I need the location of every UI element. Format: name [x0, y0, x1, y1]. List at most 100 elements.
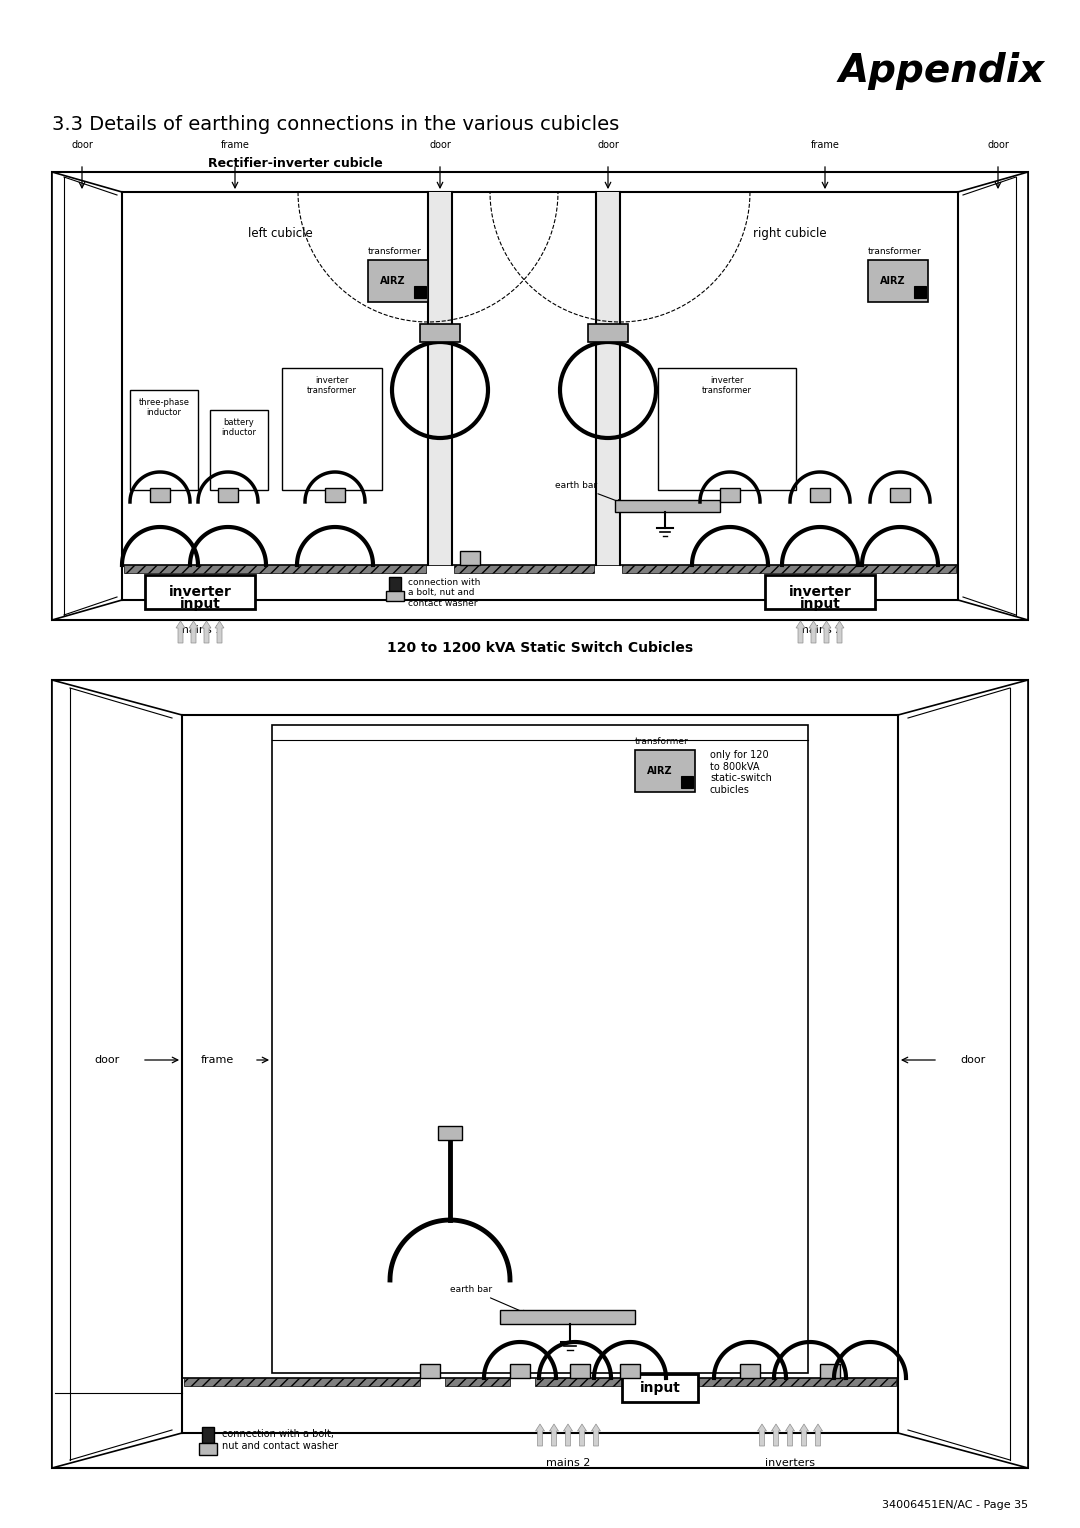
- FancyArrow shape: [550, 1424, 558, 1445]
- Bar: [420, 1365, 440, 1378]
- Text: only for 120
to 800kVA
static-switch
cubicles: only for 120 to 800kVA static-switch cub…: [710, 750, 772, 795]
- Text: earth bar: earth bar: [555, 481, 621, 503]
- Text: Rectifier-inverter cubicle: Rectifier-inverter cubicle: [207, 157, 382, 170]
- FancyArrow shape: [796, 620, 805, 643]
- Bar: [596, 193, 620, 565]
- Text: connection with a bolt,
nut and contact washer: connection with a bolt, nut and contact …: [222, 1429, 338, 1450]
- Text: right cubicle: right cubicle: [753, 228, 827, 240]
- Text: three-phase
inductor: three-phase inductor: [138, 397, 189, 417]
- Text: door: door: [597, 141, 619, 150]
- Bar: [389, 578, 401, 591]
- FancyArrow shape: [822, 620, 831, 643]
- Text: 34006451EN/AC - Page 35: 34006451EN/AC - Page 35: [882, 1500, 1028, 1510]
- Bar: [622, 565, 956, 573]
- Text: inverter
transformer: inverter transformer: [307, 376, 357, 396]
- Text: left cubicle: left cubicle: [247, 228, 312, 240]
- Text: input: input: [799, 597, 840, 611]
- Bar: [414, 286, 426, 298]
- Bar: [500, 1309, 635, 1323]
- Text: input: input: [179, 597, 220, 611]
- Bar: [820, 1365, 840, 1378]
- FancyArrow shape: [785, 1424, 795, 1445]
- Bar: [386, 591, 404, 601]
- Bar: [635, 750, 696, 792]
- Bar: [570, 1365, 590, 1378]
- FancyArrow shape: [835, 620, 843, 643]
- Text: transformer: transformer: [868, 248, 921, 257]
- Bar: [420, 324, 460, 342]
- Bar: [210, 410, 268, 490]
- Bar: [282, 368, 382, 490]
- Bar: [52, 173, 1028, 620]
- Text: mains 2: mains 2: [798, 625, 842, 636]
- FancyArrow shape: [202, 620, 211, 643]
- Text: door: door: [960, 1054, 986, 1065]
- Text: Appendix: Appendix: [839, 52, 1045, 90]
- Bar: [184, 1378, 420, 1386]
- Text: transformer: transformer: [368, 248, 422, 257]
- Bar: [510, 1365, 530, 1378]
- FancyArrow shape: [536, 1424, 544, 1445]
- Bar: [52, 680, 1028, 1468]
- Bar: [130, 390, 198, 490]
- Text: 120 to 1200 kVA Static Switch Cubicles: 120 to 1200 kVA Static Switch Cubicles: [387, 642, 693, 656]
- Text: mains 2: mains 2: [545, 1458, 590, 1468]
- Text: inverters: inverters: [765, 1458, 815, 1468]
- FancyArrow shape: [564, 1424, 572, 1445]
- Text: earth bar: earth bar: [450, 1285, 526, 1314]
- Bar: [720, 487, 740, 503]
- Text: transformer: transformer: [635, 736, 689, 746]
- Text: frame: frame: [811, 141, 839, 150]
- Bar: [740, 1365, 760, 1378]
- Text: inverter
transformer: inverter transformer: [702, 376, 752, 396]
- Bar: [145, 575, 255, 610]
- Bar: [218, 487, 238, 503]
- Bar: [765, 575, 875, 610]
- Text: mains 1: mains 1: [178, 625, 222, 636]
- Bar: [890, 487, 910, 503]
- FancyArrow shape: [809, 620, 818, 643]
- Bar: [681, 776, 693, 788]
- Bar: [272, 724, 808, 1374]
- Bar: [428, 193, 453, 565]
- Bar: [445, 1378, 510, 1386]
- Text: door: door: [94, 1054, 120, 1065]
- Text: inverter: inverter: [168, 585, 231, 599]
- Text: door: door: [71, 141, 93, 150]
- Bar: [658, 368, 796, 490]
- Bar: [150, 487, 170, 503]
- Text: connection with
a bolt, nut and
contact washer: connection with a bolt, nut and contact …: [408, 578, 481, 608]
- Bar: [535, 1378, 896, 1386]
- Text: frame: frame: [201, 1054, 234, 1065]
- Text: frame: frame: [220, 141, 249, 150]
- FancyArrow shape: [215, 620, 224, 643]
- Bar: [914, 286, 926, 298]
- Bar: [202, 1427, 214, 1442]
- Bar: [622, 1374, 698, 1403]
- Bar: [124, 565, 426, 573]
- Bar: [368, 260, 428, 303]
- Text: door: door: [429, 141, 451, 150]
- Polygon shape: [897, 680, 1028, 1468]
- Text: AIRZ: AIRZ: [647, 766, 673, 776]
- Bar: [438, 1126, 462, 1140]
- FancyArrow shape: [771, 1424, 781, 1445]
- Text: inverter: inverter: [788, 585, 851, 599]
- Text: door: door: [987, 141, 1009, 150]
- Text: 3.3 Details of earthing connections in the various cubicles: 3.3 Details of earthing connections in t…: [52, 115, 619, 134]
- Bar: [588, 324, 627, 342]
- Text: AIRZ: AIRZ: [380, 277, 406, 286]
- Text: battery
inductor: battery inductor: [221, 419, 257, 437]
- Polygon shape: [52, 173, 122, 620]
- Bar: [325, 487, 345, 503]
- FancyArrow shape: [813, 1424, 823, 1445]
- FancyArrow shape: [592, 1424, 600, 1445]
- FancyArrow shape: [578, 1424, 586, 1445]
- Bar: [460, 552, 480, 565]
- FancyArrow shape: [189, 620, 198, 643]
- Text: AIRZ: AIRZ: [880, 277, 906, 286]
- Bar: [868, 260, 928, 303]
- Bar: [620, 1365, 640, 1378]
- Polygon shape: [52, 680, 183, 1468]
- Bar: [615, 500, 720, 512]
